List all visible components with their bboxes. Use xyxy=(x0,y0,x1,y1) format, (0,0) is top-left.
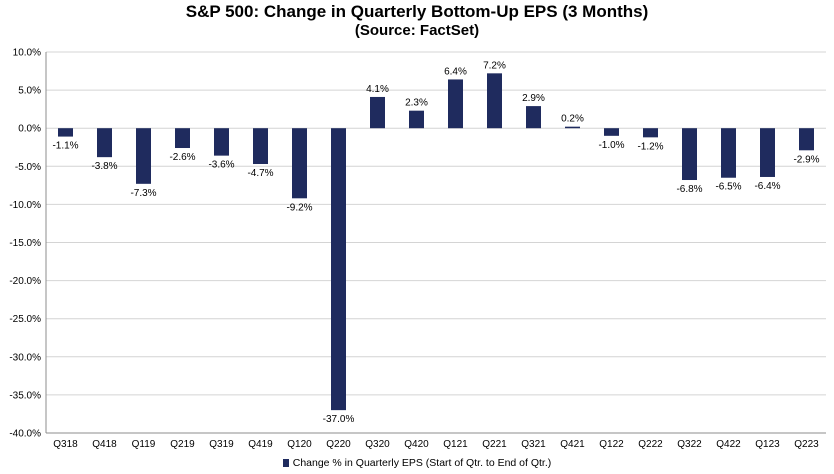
x-tick-label: Q319 xyxy=(209,439,234,450)
x-tick-label: Q120 xyxy=(287,439,312,450)
x-tick-label: Q119 xyxy=(132,439,156,450)
legend-swatch xyxy=(282,459,289,467)
x-tick-label: Q318 xyxy=(53,439,78,450)
x-tick-label: Q121 xyxy=(443,439,468,450)
data-label: -2.6% xyxy=(169,152,195,163)
y-tick-label: -15.0% xyxy=(9,238,41,249)
y-tick-label: -30.0% xyxy=(9,352,41,363)
data-label: 7.2% xyxy=(483,60,506,71)
y-tick-label: -20.0% xyxy=(9,276,41,287)
bar xyxy=(409,110,424,129)
bar xyxy=(721,128,736,178)
data-label: -3.8% xyxy=(91,161,117,172)
data-label: -2.9% xyxy=(793,154,819,165)
data-label: -6.4% xyxy=(754,181,780,192)
x-tick-label: Q222 xyxy=(638,439,663,450)
bar xyxy=(682,128,697,181)
bar xyxy=(604,128,619,136)
legend-label: Change % in Quarterly EPS (Start of Qtr.… xyxy=(292,457,552,469)
data-label: -6.5% xyxy=(715,182,741,193)
y-tick-label: -40.0% xyxy=(9,429,41,440)
data-label: -9.2% xyxy=(286,202,312,213)
bar xyxy=(253,128,268,165)
x-tick-label: Q320 xyxy=(365,439,390,450)
data-label: -3.6% xyxy=(208,160,234,171)
bar xyxy=(526,106,541,129)
data-label: 4.1% xyxy=(366,84,389,95)
bar xyxy=(175,128,190,149)
x-tick-label: Q321 xyxy=(521,439,546,450)
data-label: 0.2% xyxy=(561,114,584,125)
x-tick-label: Q418 xyxy=(92,439,117,450)
y-tick-label: 5.0% xyxy=(18,86,41,97)
x-tick-label: Q421 xyxy=(560,439,585,450)
bar xyxy=(448,79,463,129)
chart-title: S&P 500: Change in Quarterly Bottom-Up E… xyxy=(185,2,649,21)
bar xyxy=(292,128,307,199)
y-tick-label: -25.0% xyxy=(9,314,41,325)
bar xyxy=(643,128,658,138)
x-tick-label: Q123 xyxy=(755,439,780,450)
x-tick-label: Q220 xyxy=(326,439,351,450)
bar xyxy=(799,128,814,151)
bar xyxy=(97,128,112,158)
data-label: 2.3% xyxy=(405,98,428,109)
y-tick-label: 0.0% xyxy=(18,124,41,135)
data-label: -7.3% xyxy=(130,188,156,199)
bar xyxy=(58,128,73,137)
data-label: 6.4% xyxy=(444,66,467,77)
x-tick-label: Q221 xyxy=(482,439,507,450)
x-tick-label: Q122 xyxy=(599,439,624,450)
data-label: -1.1% xyxy=(52,141,78,152)
bar xyxy=(370,96,385,129)
data-label: -4.7% xyxy=(247,168,273,179)
bar xyxy=(487,73,502,129)
bar xyxy=(331,128,346,411)
y-tick-label: -35.0% xyxy=(9,390,41,401)
x-tick-label: Q422 xyxy=(716,439,741,450)
bar xyxy=(760,128,775,177)
data-label: -1.0% xyxy=(598,140,624,151)
bar xyxy=(214,128,229,156)
bar xyxy=(565,126,580,129)
x-tick-label: Q322 xyxy=(677,439,702,450)
x-tick-label: Q219 xyxy=(170,439,195,450)
chart-subtitle: (Source: FactSet) xyxy=(354,22,480,39)
data-label: -6.8% xyxy=(676,184,702,195)
x-tick-label: Q223 xyxy=(794,439,819,450)
data-label: -37.0% xyxy=(323,414,355,425)
x-tick-label: Q420 xyxy=(404,439,429,450)
y-tick-label: 10.0% xyxy=(13,48,41,59)
data-label: 2.9% xyxy=(522,93,545,104)
y-tick-label: -10.0% xyxy=(9,200,41,211)
bar xyxy=(136,128,151,184)
legend: Change % in Quarterly EPS (Start of Qtr.… xyxy=(0,456,834,470)
y-tick-label: -5.0% xyxy=(15,162,41,173)
x-tick-label: Q419 xyxy=(248,439,273,450)
data-label: -1.2% xyxy=(637,141,663,152)
